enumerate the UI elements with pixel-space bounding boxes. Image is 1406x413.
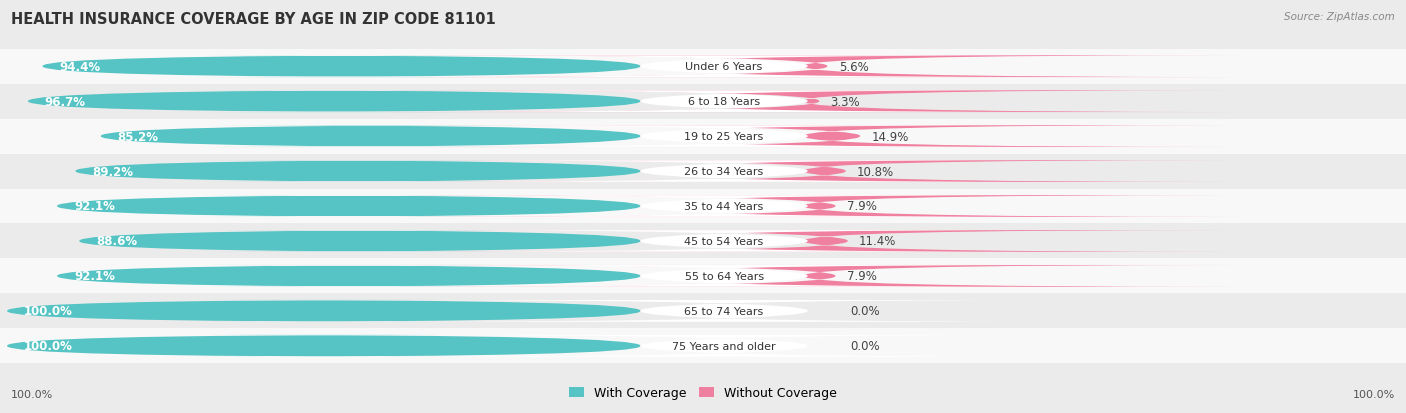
Text: 55 to 64 Years: 55 to 64 Years <box>685 271 763 281</box>
FancyBboxPatch shape <box>384 91 1240 113</box>
FancyBboxPatch shape <box>76 161 641 183</box>
Bar <box>0 119 1406 154</box>
Text: 0.0%: 0.0% <box>849 305 880 318</box>
Bar <box>0 50 1406 84</box>
FancyBboxPatch shape <box>371 266 1077 287</box>
FancyBboxPatch shape <box>58 265 641 287</box>
Text: 7.9%: 7.9% <box>846 270 876 283</box>
Text: 100.0%: 100.0% <box>24 305 73 318</box>
Text: 92.1%: 92.1% <box>75 200 115 213</box>
FancyBboxPatch shape <box>101 126 641 148</box>
Text: 7.9%: 7.9% <box>846 200 876 213</box>
Bar <box>0 224 1406 259</box>
FancyBboxPatch shape <box>371 91 1077 113</box>
Legend: With Coverage, Without Coverage: With Coverage, Without Coverage <box>564 381 842 404</box>
FancyBboxPatch shape <box>425 126 1240 148</box>
Text: 65 to 74 Years: 65 to 74 Years <box>685 306 763 316</box>
Text: 85.2%: 85.2% <box>118 130 159 143</box>
Text: 88.6%: 88.6% <box>96 235 138 248</box>
Text: 19 to 25 Years: 19 to 25 Years <box>685 132 763 142</box>
Bar <box>0 294 1406 329</box>
FancyBboxPatch shape <box>28 91 641 113</box>
Text: 0.0%: 0.0% <box>849 339 880 352</box>
FancyBboxPatch shape <box>399 196 1240 217</box>
Text: HEALTH INSURANCE COVERAGE BY AGE IN ZIP CODE 81101: HEALTH INSURANCE COVERAGE BY AGE IN ZIP … <box>11 12 496 27</box>
Text: Under 6 Years: Under 6 Years <box>686 62 762 72</box>
Text: 3.3%: 3.3% <box>831 95 860 108</box>
FancyBboxPatch shape <box>58 196 641 217</box>
Bar <box>0 84 1406 119</box>
Text: 100.0%: 100.0% <box>24 339 73 352</box>
Text: 45 to 54 Years: 45 to 54 Years <box>685 236 763 247</box>
FancyBboxPatch shape <box>391 56 1240 78</box>
FancyBboxPatch shape <box>371 56 1077 78</box>
Text: 11.4%: 11.4% <box>859 235 897 248</box>
Text: 94.4%: 94.4% <box>59 61 100 74</box>
Text: 75 Years and older: 75 Years and older <box>672 341 776 351</box>
FancyBboxPatch shape <box>371 161 1077 183</box>
FancyBboxPatch shape <box>412 230 1240 252</box>
Text: 92.1%: 92.1% <box>75 270 115 283</box>
FancyBboxPatch shape <box>371 196 1077 217</box>
FancyBboxPatch shape <box>371 230 1077 252</box>
Bar <box>0 189 1406 224</box>
Text: 26 to 34 Years: 26 to 34 Years <box>685 166 763 177</box>
FancyBboxPatch shape <box>42 56 641 78</box>
Text: 14.9%: 14.9% <box>872 130 908 143</box>
FancyBboxPatch shape <box>79 230 641 252</box>
FancyBboxPatch shape <box>7 335 641 357</box>
Bar <box>0 329 1406 363</box>
FancyBboxPatch shape <box>399 265 1240 287</box>
Text: 5.6%: 5.6% <box>839 61 869 74</box>
FancyBboxPatch shape <box>371 300 1077 322</box>
Text: 100.0%: 100.0% <box>11 389 53 399</box>
FancyBboxPatch shape <box>411 161 1240 183</box>
Bar <box>0 154 1406 189</box>
FancyBboxPatch shape <box>371 335 1077 357</box>
FancyBboxPatch shape <box>371 126 1077 147</box>
Text: 10.8%: 10.8% <box>858 165 894 178</box>
Bar <box>0 259 1406 294</box>
Text: 6 to 18 Years: 6 to 18 Years <box>688 97 761 107</box>
Text: 89.2%: 89.2% <box>93 165 134 178</box>
Text: 100.0%: 100.0% <box>1353 389 1395 399</box>
Text: 35 to 44 Years: 35 to 44 Years <box>685 202 763 211</box>
FancyBboxPatch shape <box>7 300 641 322</box>
Text: Source: ZipAtlas.com: Source: ZipAtlas.com <box>1284 12 1395 22</box>
Text: 96.7%: 96.7% <box>45 95 86 108</box>
